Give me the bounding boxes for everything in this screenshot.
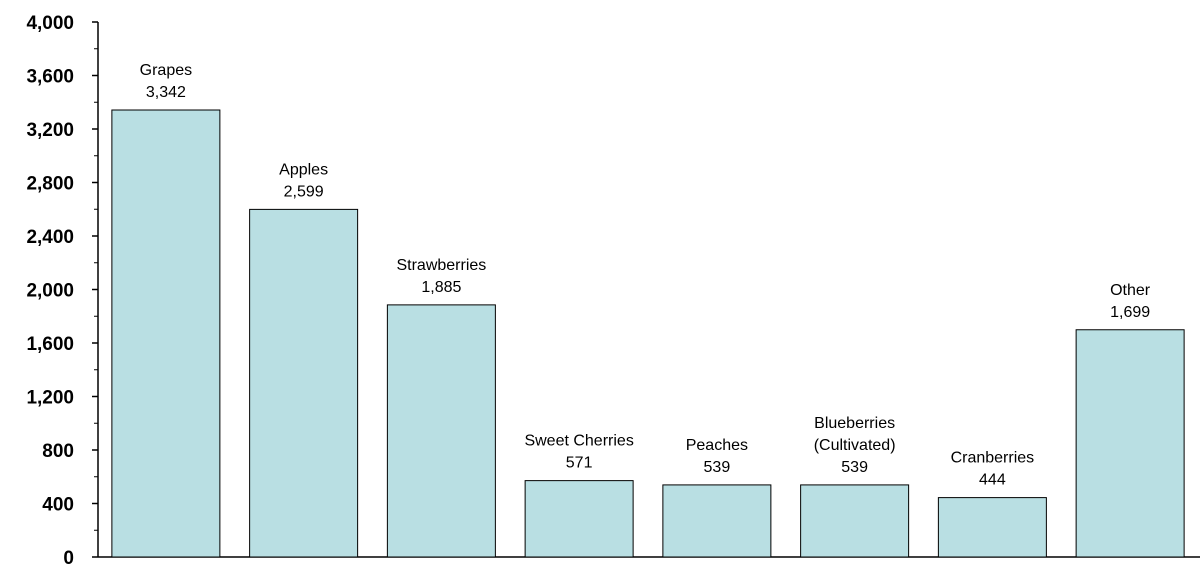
bar — [524, 480, 634, 558]
bar-value-label: 2,599 — [284, 183, 324, 200]
bar — [937, 497, 1047, 558]
bar-value-label: 571 — [566, 455, 593, 472]
bar — [386, 304, 496, 558]
bar-category-label: Blueberries — [814, 415, 895, 432]
bar-category-label: Grapes — [140, 62, 192, 79]
y-tick-label: 1,200 — [26, 388, 74, 409]
y-tick-label: 800 — [42, 441, 74, 462]
y-tick-label: 2,400 — [26, 227, 74, 248]
bar-category-label: Strawberries — [396, 257, 486, 274]
bar-category-label: Cranberries — [951, 450, 1035, 467]
bar-category-label: Sweet Cherries — [524, 433, 633, 450]
y-tick-label: 400 — [42, 495, 74, 516]
y-tick-label: 1,600 — [26, 334, 74, 355]
bar-category-label: Other — [1110, 282, 1151, 299]
bar-value-label: 3,342 — [146, 84, 186, 101]
bar — [111, 109, 221, 558]
bar-value-label: 539 — [841, 459, 868, 476]
bar-category-label: (Cultivated) — [814, 437, 896, 454]
y-tick-label: 4,000 — [26, 13, 74, 34]
y-tick-label: 3,600 — [26, 67, 74, 88]
bar — [800, 484, 910, 558]
y-axis: 0 400 800 1,200 1,600 2,000 2,400 2,800 3,200 3,6… — [26, 13, 1200, 565]
bar-value-label: 539 — [704, 459, 731, 476]
bar-value-label: 444 — [979, 472, 1006, 489]
bar — [1075, 329, 1185, 558]
bar-value-label: 1,699 — [1110, 304, 1150, 321]
bar-value-label: 1,885 — [421, 279, 461, 296]
y-tick-label: 2,000 — [26, 281, 74, 302]
bar-category-label: Apples — [279, 161, 328, 178]
y-tick-label: 3,200 — [26, 120, 74, 141]
bar-category-label: Peaches — [686, 437, 748, 454]
y-tick-label: 2,800 — [26, 174, 74, 195]
bars — [111, 109, 1185, 558]
bar — [662, 484, 772, 558]
bar — [249, 208, 359, 558]
y-tick-label: 0 — [63, 548, 74, 565]
bar-labels: 3,342 Grapes 2,599 Apples 1,885 Strawberries 5… — [140, 62, 1151, 489]
